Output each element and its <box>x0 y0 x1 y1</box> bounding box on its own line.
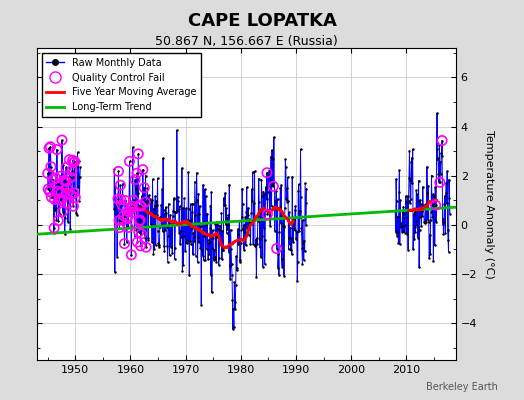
Point <box>54 217 62 224</box>
Point <box>121 197 129 204</box>
Point <box>57 197 65 204</box>
Point <box>47 164 55 170</box>
Point <box>45 145 53 151</box>
Point <box>46 144 54 150</box>
Point <box>67 174 75 181</box>
Point <box>142 244 150 250</box>
Point <box>114 196 122 202</box>
Point <box>69 160 77 166</box>
Point <box>269 183 278 190</box>
Point <box>134 151 143 157</box>
Point <box>137 230 146 237</box>
Point <box>56 173 64 180</box>
Point <box>118 202 126 208</box>
Point <box>136 217 144 223</box>
Point <box>50 196 59 202</box>
Point <box>141 199 149 205</box>
Point <box>140 184 148 191</box>
Point <box>125 158 134 164</box>
Point <box>53 188 61 194</box>
Point <box>59 208 67 215</box>
Point <box>114 168 123 174</box>
Point <box>68 157 77 164</box>
Point <box>131 176 139 183</box>
Point <box>60 177 69 184</box>
Point <box>64 200 73 206</box>
Point <box>135 218 144 225</box>
Text: CAPE LOPATKA: CAPE LOPATKA <box>188 12 336 30</box>
Point <box>139 166 147 173</box>
Point <box>272 245 281 252</box>
Point <box>63 190 72 196</box>
Point <box>115 224 124 231</box>
Point <box>65 156 73 163</box>
Point <box>263 211 271 218</box>
Point <box>71 158 79 165</box>
Point <box>58 137 66 143</box>
Point <box>121 240 129 247</box>
Point <box>263 170 271 176</box>
Point <box>49 176 58 183</box>
Point <box>431 202 440 208</box>
Point <box>124 224 133 230</box>
Point <box>137 203 145 209</box>
Point <box>62 178 71 184</box>
Point <box>119 212 128 219</box>
Title: 50.867 N, 156.667 E (Russia): 50.867 N, 156.667 E (Russia) <box>155 35 337 48</box>
Point <box>43 170 52 176</box>
Point <box>116 182 125 188</box>
Point <box>129 197 138 204</box>
Point <box>117 196 125 203</box>
Point <box>133 239 141 245</box>
Point <box>57 197 66 204</box>
Point <box>129 209 137 216</box>
Point <box>46 188 54 194</box>
Y-axis label: Temperature Anomaly (°C): Temperature Anomaly (°C) <box>484 130 494 278</box>
Point <box>51 175 60 181</box>
Point <box>53 181 62 187</box>
Point <box>136 242 145 249</box>
Point <box>123 215 132 221</box>
Point <box>46 188 54 194</box>
Point <box>62 164 70 171</box>
Point <box>57 190 65 196</box>
Point <box>53 146 61 153</box>
Point <box>67 192 75 198</box>
Point <box>44 186 52 192</box>
Legend: Raw Monthly Data, Quality Control Fail, Five Year Moving Average, Long-Term Tren: Raw Monthly Data, Quality Control Fail, … <box>41 53 201 117</box>
Point <box>70 190 78 196</box>
Point <box>124 213 132 219</box>
Point <box>133 170 141 176</box>
Point <box>68 167 77 174</box>
Text: Berkeley Earth: Berkeley Earth <box>426 382 498 392</box>
Point <box>63 185 71 192</box>
Point <box>50 225 58 231</box>
Point <box>438 137 446 144</box>
Point <box>61 178 70 184</box>
Point <box>47 194 56 200</box>
Point <box>135 229 143 235</box>
Point <box>54 196 63 202</box>
Point <box>135 202 144 208</box>
Point <box>115 217 123 224</box>
Point <box>435 179 444 186</box>
Point <box>128 205 136 212</box>
Point <box>128 203 136 210</box>
Point <box>71 194 80 200</box>
Point <box>69 203 78 209</box>
Point <box>127 252 136 258</box>
Point <box>124 208 133 215</box>
